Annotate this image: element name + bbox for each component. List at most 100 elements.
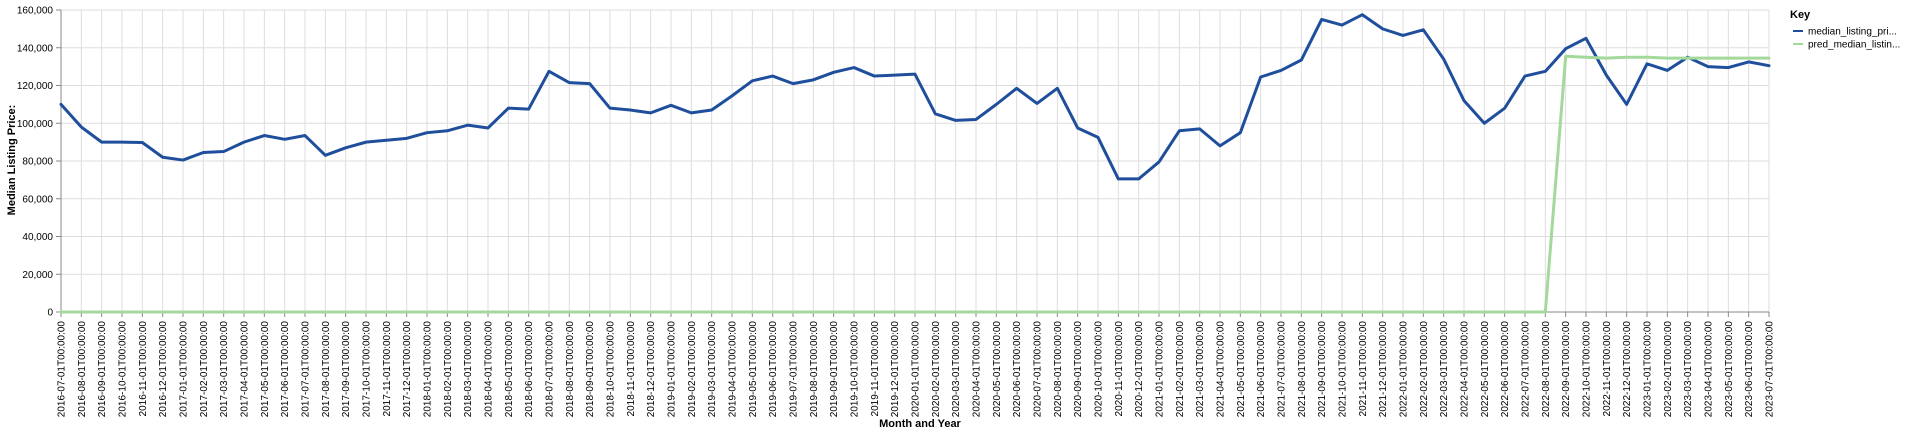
x-tick-label: 2019-04-01T00:00:00 (728, 321, 739, 418)
x-tick-label: 2017-11-01T00:00:00 (382, 321, 393, 417)
x-tick-label: 2018-01-01T00:00:00 (423, 321, 434, 418)
y-tick-label: 100,000 (17, 119, 54, 130)
x-tick-label: 2017-01-01T00:00:00 (179, 321, 190, 418)
x-tick-label: 2016-09-01T00:00:00 (97, 321, 108, 418)
x-tick-label: 2019-01-01T00:00:00 (667, 321, 678, 418)
x-tick-label: 2019-09-01T00:00:00 (829, 321, 840, 418)
x-tick-label: 2017-02-01T00:00:00 (199, 321, 210, 418)
x-tick-label: 2022-11-01T00:00:00 (1602, 321, 1613, 417)
series-line-1 (59, 13, 1771, 181)
x-tick-label: 2022-12-01T00:00:00 (1622, 321, 1633, 418)
x-tick-label: 2020-12-01T00:00:00 (1134, 321, 1145, 418)
x-tick-label: 2018-12-01T00:00:00 (646, 321, 657, 418)
x-tick-label: 2023-07-01T00:00:00 (1765, 321, 1776, 418)
y-tick-label: 140,000 (17, 43, 54, 54)
x-tick-label: 2019-03-01T00:00:00 (707, 321, 718, 418)
y-axis: 0 20,000 40,000 60,000 80,000 100,000 120,000 1… (17, 6, 62, 319)
x-tick-label: 2018-08-01T00:00:00 (565, 321, 576, 418)
series-lines (59, 13, 1771, 314)
x-tick-label: 2018-07-01T00:00:00 (545, 321, 556, 418)
x-axis-title: Month and Year (879, 418, 961, 430)
x-tick-label: 2016-11-01T00:00:00 (138, 321, 149, 417)
x-axis: 2016-07-01T00:00:00 2016-08-01T00:00:00 20… (57, 311, 1776, 418)
y-axis-title: Median Listing Price: (6, 105, 18, 216)
x-tick-label: 2022-02-01T00:00:00 (1419, 321, 1430, 418)
x-tick-label: 2020-09-01T00:00:00 (1073, 321, 1084, 418)
x-tick-label: 2021-01-01T00:00:00 (1155, 321, 1166, 418)
x-tick-label: 2019-12-01T00:00:00 (890, 321, 901, 418)
x-tick-label: 2016-08-01T00:00:00 (77, 321, 88, 418)
y-tick-label: 20,000 (22, 270, 53, 281)
x-tick-label: 2018-04-01T00:00:00 (484, 321, 495, 418)
x-tick-label: 2023-03-01T00:00:00 (1683, 321, 1694, 418)
x-tick-label: 2018-05-01T00:00:00 (504, 321, 515, 418)
x-tick-label: 2022-03-01T00:00:00 (1439, 321, 1450, 418)
legend: Key median_listing_pri... pred_median_lis… (1790, 9, 1900, 51)
x-tick-label: 2023-02-01T00:00:00 (1663, 321, 1674, 418)
x-tick-label: 2017-09-01T00:00:00 (341, 321, 352, 418)
x-tick-label: 2021-04-01T00:00:00 (1216, 321, 1227, 418)
x-tick-label: 2018-09-01T00:00:00 (585, 321, 596, 418)
x-tick-label: 2022-05-01T00:00:00 (1480, 321, 1491, 418)
x-tick-label: 2017-10-01T00:00:00 (362, 321, 373, 418)
x-tick-label: 2020-05-01T00:00:00 (992, 321, 1003, 418)
x-tick-label: 2018-06-01T00:00:00 (524, 321, 535, 418)
x-tick-label: 2022-06-01T00:00:00 (1500, 321, 1511, 418)
x-tick-label: 2019-06-01T00:00:00 (768, 321, 779, 418)
x-tick-label: 2017-06-01T00:00:00 (280, 321, 291, 418)
x-tick-label: 2022-09-01T00:00:00 (1561, 321, 1572, 418)
y-tick-label: 60,000 (22, 194, 53, 205)
x-tick-label: 2018-02-01T00:00:00 (443, 321, 454, 418)
x-tick-label: 2021-06-01T00:00:00 (1256, 321, 1267, 418)
x-tick-label: 2020-07-01T00:00:00 (1033, 321, 1044, 418)
x-tick-label: 2020-11-01T00:00:00 (1114, 321, 1125, 417)
y-tick-label: 120,000 (17, 81, 54, 92)
x-tick-label: 2016-12-01T00:00:00 (158, 321, 169, 418)
x-tick-label: 2020-03-01T00:00:00 (951, 321, 962, 418)
x-tick-label: 2022-10-01T00:00:00 (1582, 321, 1593, 418)
x-tick-label: 2022-04-01T00:00:00 (1460, 321, 1471, 418)
x-tick-label: 2022-07-01T00:00:00 (1521, 321, 1532, 418)
x-tick-label: 2017-08-01T00:00:00 (321, 321, 332, 418)
x-tick-label: 2020-02-01T00:00:00 (931, 321, 942, 418)
x-tick-label: 2021-10-01T00:00:00 (1338, 321, 1349, 418)
x-tick-label: 2019-10-01T00:00:00 (850, 321, 861, 418)
x-tick-label: 2023-01-01T00:00:00 (1643, 321, 1654, 418)
x-tick-label: 2023-05-01T00:00:00 (1724, 321, 1735, 418)
x-tick-label: 2022-01-01T00:00:00 (1399, 321, 1410, 418)
x-tick-label: 2016-07-01T00:00:00 (57, 321, 68, 418)
x-tick-label: 2021-05-01T00:00:00 (1236, 321, 1247, 418)
x-tick-label: 2020-06-01T00:00:00 (1012, 321, 1023, 418)
x-tick-label: 2019-02-01T00:00:00 (687, 321, 698, 418)
grid (60, 9, 1770, 313)
x-tick-label: 2020-08-01T00:00:00 (1053, 321, 1064, 418)
x-tick-label: 2018-11-01T00:00:00 (626, 321, 637, 417)
x-tick-label: 2020-10-01T00:00:00 (1094, 321, 1105, 418)
x-tick-label: 2020-04-01T00:00:00 (972, 321, 983, 418)
x-tick-label: 2017-04-01T00:00:00 (240, 321, 251, 418)
x-tick-label: 2021-08-01T00:00:00 (1297, 321, 1308, 418)
legend-label: pred_median_listin... (1808, 40, 1900, 51)
x-tick-label: 2017-03-01T00:00:00 (219, 321, 230, 418)
x-tick-label: 2017-07-01T00:00:00 (301, 321, 312, 418)
x-tick-label: 2021-12-01T00:00:00 (1378, 321, 1389, 418)
x-tick-label: 2019-11-01T00:00:00 (870, 321, 881, 417)
x-tick-label: 2019-07-01T00:00:00 (789, 321, 800, 418)
x-tick-label: 2019-08-01T00:00:00 (809, 321, 820, 418)
y-tick-label: 80,000 (22, 157, 53, 168)
y-tick-label: 0 (47, 308, 53, 319)
x-tick-label: 2021-11-01T00:00:00 (1358, 321, 1369, 417)
x-tick-label: 2018-10-01T00:00:00 (606, 321, 617, 418)
x-tick-label: 2023-06-01T00:00:00 (1744, 321, 1755, 418)
x-tick-label: 2016-10-01T00:00:00 (118, 321, 129, 418)
series-line-2 (59, 54, 1771, 314)
x-tick-label: 2021-02-01T00:00:00 (1175, 321, 1186, 418)
x-tick-label: 2019-05-01T00:00:00 (748, 321, 759, 418)
legend-title: Key (1790, 9, 1811, 21)
x-tick-label: 2020-01-01T00:00:00 (911, 321, 922, 418)
x-tick-label: 2018-03-01T00:00:00 (463, 321, 474, 418)
y-tick-label: 40,000 (22, 232, 53, 243)
y-tick-label: 160,000 (17, 6, 54, 17)
x-tick-label: 2022-08-01T00:00:00 (1541, 321, 1552, 418)
